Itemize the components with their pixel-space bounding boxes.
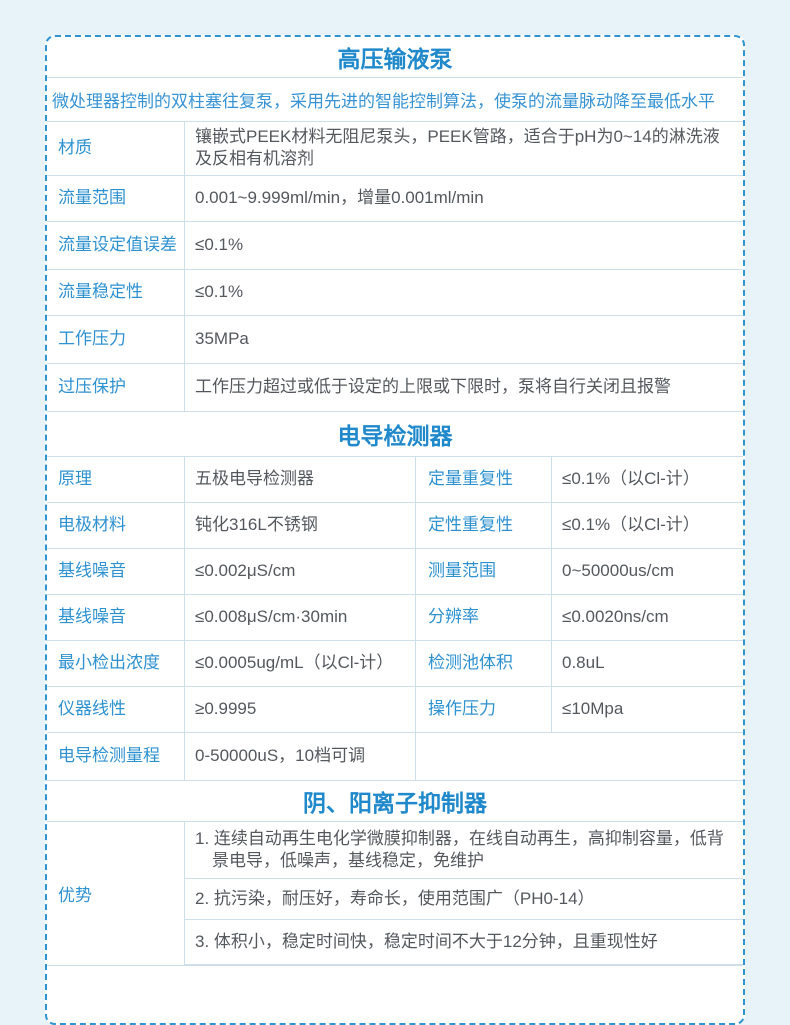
spec-label: 测量范围 xyxy=(416,548,552,594)
spec-label: 流量稳定性 xyxy=(47,269,185,315)
spec-label: 基线噪音 xyxy=(47,594,185,640)
spec-value: ≤0.0020ns/cm xyxy=(562,607,669,627)
spec-value: 0-50000uS，10档可调 xyxy=(185,732,416,780)
spec-value: ≤0.008μS/cm·30min xyxy=(185,594,416,640)
empty-cell xyxy=(416,733,743,780)
spec-label: 流量范围 xyxy=(47,175,185,221)
spec-label: 检测池体积 xyxy=(416,640,552,686)
table-row: 流量稳定性 ≤0.1% xyxy=(47,269,743,316)
spec-value: ≤0.0005ug/mL（以Cl-计） xyxy=(185,640,416,686)
table-row: 仪器线性 ≥0.9995 操作压力 ≤10Mpa xyxy=(47,686,743,733)
spec-label: 工作压力 xyxy=(47,315,185,363)
table-row: 电极材料 钝化316L不锈钢 定性重复性 ≤0.1%（以Cl-计） xyxy=(47,502,743,549)
spec-value: ≤0.1%（以Cl-计） xyxy=(562,515,700,535)
spec-value: 镶嵌式PEEK材料无阻尼泵头，PEEK管路，适合于pH为0~14的淋洗液及反相有… xyxy=(195,127,720,169)
list-item: 1. 连续自动再生电化学微膜抑制器，在线自动再生，高抑制容量，低背景电导，低噪声… xyxy=(185,822,743,880)
spec-value: 钝化316L不锈钢 xyxy=(185,502,416,548)
spec-sheet-card: 高压输液泵 微处理器控制的双柱塞往复泵，采用先进的智能控制算法，使泵的流量脉动降… xyxy=(45,35,745,1025)
list-item: 2. 抗污染，耐压好，寿命长，使用范围广（PH0-14） xyxy=(185,879,743,921)
spec-label: 基线噪音 xyxy=(47,548,185,594)
pump-description: 微处理器控制的双柱塞往复泵，采用先进的智能控制算法，使泵的流量脉动降至最低水平 xyxy=(47,78,743,122)
list-item: 3. 体积小，稳定时间快，稳定时间不大于12分钟，且重现性好 xyxy=(185,920,743,966)
spec-label: 过压保护 xyxy=(47,363,185,411)
spec-label: 最小检出浓度 xyxy=(47,640,185,686)
spec-label: 定性重复性 xyxy=(416,502,552,548)
spec-value: 35MPa xyxy=(195,329,249,349)
spec-value: 五极电导检测器 xyxy=(185,456,416,502)
section-title-pump: 高压输液泵 xyxy=(47,37,743,78)
advantage-list: 1. 连续自动再生电化学微膜抑制器，在线自动再生，高抑制容量，低背景电导，低噪声… xyxy=(185,822,743,966)
spec-value: 0~50000us/cm xyxy=(562,561,674,581)
table-row: 过压保护 工作压力超过或低于设定的上限或下限时，泵将自行关闭且报警 xyxy=(47,363,743,412)
spec-value: ≤0.002μS/cm xyxy=(185,548,416,594)
table-row: 材质 镶嵌式PEEK材料无阻尼泵头，PEEK管路，适合于pH为0~14的淋洗液及… xyxy=(47,122,743,176)
spec-label: 分辨率 xyxy=(416,594,552,640)
spec-value: ≤0.1% xyxy=(195,235,244,255)
table-row: 电导检测量程 0-50000uS，10档可调 xyxy=(47,732,743,781)
table-row: 原理 五极电导检测器 定量重复性 ≤0.1%（以Cl-计） xyxy=(47,456,743,503)
spec-label: 仪器线性 xyxy=(47,686,185,732)
table-row: 基线噪音 ≤0.002μS/cm 测量范围 0~50000us/cm xyxy=(47,548,743,595)
section-title-suppressor: 阴、阳离子抑制器 xyxy=(47,781,743,822)
spec-label: 优势 xyxy=(47,821,185,966)
advantage-row: 优势 1. 连续自动再生电化学微膜抑制器，在线自动再生，高抑制容量，低背景电导，… xyxy=(47,821,743,967)
spec-value: 工作压力超过或低于设定的上限或下限时，泵将自行关闭且报警 xyxy=(195,377,671,397)
spec-label: 定量重复性 xyxy=(416,456,552,502)
spec-value: ≤10Mpa xyxy=(562,699,624,719)
section-title-detector: 电导检测器 xyxy=(47,412,743,457)
table-row: 工作压力 35MPa xyxy=(47,315,743,364)
spec-label: 流量设定值误差 xyxy=(47,221,185,269)
table-row: 最小检出浓度 ≤0.0005ug/mL（以Cl-计） 检测池体积 0.8uL xyxy=(47,640,743,687)
spec-label: 电极材料 xyxy=(47,502,185,548)
spec-value: 0.001~9.999ml/min，增量0.001ml/min xyxy=(195,188,484,208)
spec-value: ≤0.1% xyxy=(195,282,244,302)
spec-label: 原理 xyxy=(47,456,185,502)
spec-value: ≤0.1%（以Cl-计） xyxy=(562,469,700,489)
table-row: 流量范围 0.001~9.999ml/min，增量0.001ml/min xyxy=(47,175,743,222)
spec-value: ≥0.9995 xyxy=(185,686,416,732)
spec-label: 材质 xyxy=(47,122,185,175)
spec-label: 操作压力 xyxy=(416,686,552,732)
table-row: 流量设定值误差 ≤0.1% xyxy=(47,221,743,270)
table-row: 基线噪音 ≤0.008μS/cm·30min 分辨率 ≤0.0020ns/cm xyxy=(47,594,743,641)
spec-value: 0.8uL xyxy=(562,653,605,673)
spec-label: 电导检测量程 xyxy=(47,732,185,780)
